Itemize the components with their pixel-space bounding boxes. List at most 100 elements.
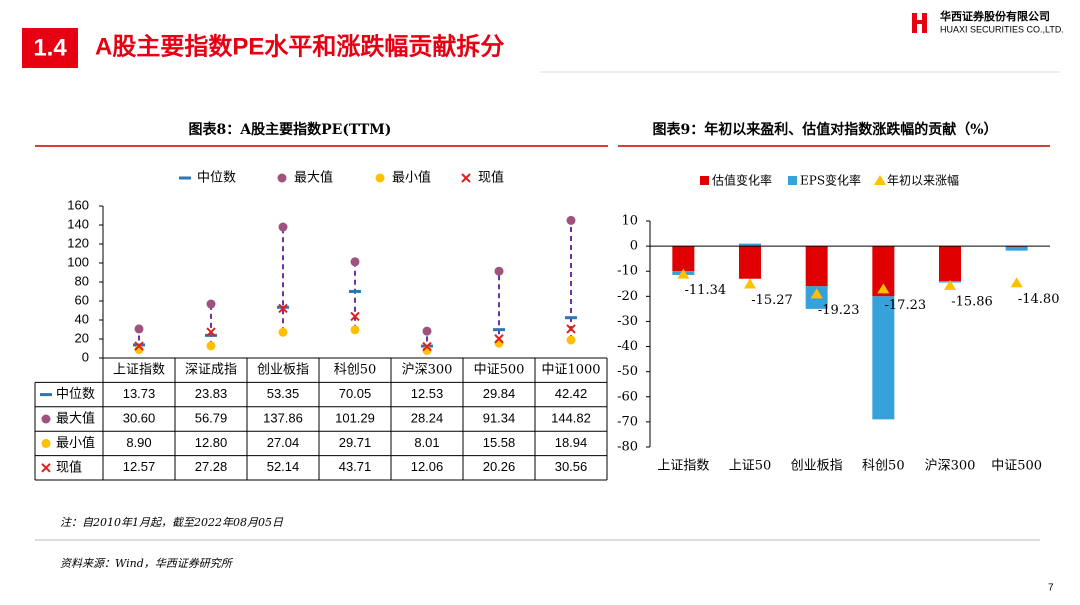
legend-label: 估值变化率	[712, 173, 772, 188]
point	[206, 341, 216, 351]
y-tick-label: -10	[617, 264, 638, 279]
x-tick-label: 上证50	[729, 459, 772, 474]
y-tick-label: 40	[75, 311, 89, 326]
y-tick-label: -60	[617, 389, 638, 404]
bar	[939, 246, 961, 282]
legend-swatch	[788, 176, 797, 185]
x-tick-label: 创业板指	[791, 459, 843, 474]
legend-label: 中位数	[197, 171, 236, 186]
table-cell: 8.01	[414, 435, 439, 450]
chart-title: 图表9：年初以来盈利、估值对指数涨跌幅的贡献（%）	[652, 121, 997, 138]
table-cell: 20.26	[483, 459, 516, 474]
table-legend-marker	[41, 414, 51, 424]
point	[134, 324, 144, 334]
y-tick-label: 60	[75, 292, 89, 307]
table-cell: 144.82	[551, 410, 591, 425]
table-row-label: 最大值	[56, 411, 95, 427]
category-label: 上证指数	[113, 363, 165, 378]
bar	[872, 246, 895, 297]
x-tick-label: 上证指数	[657, 459, 709, 474]
table-cell: 27.04	[267, 435, 300, 450]
y-tick-label: -50	[617, 364, 638, 379]
x-tick-label: 科创50	[862, 459, 905, 474]
legend-marker	[461, 173, 471, 183]
category-label: 中证1000	[541, 363, 600, 378]
point	[278, 303, 288, 314]
table-cell: 12.53	[411, 386, 444, 401]
marker	[1010, 277, 1023, 288]
data-label: -11.34	[685, 283, 727, 298]
legend-label: 年初以来涨幅	[887, 173, 959, 188]
y-tick-label: 0	[630, 239, 638, 254]
table-cell: 12.06	[411, 459, 444, 474]
table-cell: 30.60	[123, 410, 156, 425]
legend-marker	[375, 173, 385, 183]
bar	[872, 296, 895, 420]
marker	[944, 279, 956, 290]
table-cell: 12.57	[123, 459, 156, 474]
point	[278, 327, 288, 337]
data-label: -14.80	[1018, 292, 1060, 307]
point	[422, 341, 432, 352]
y-tick-label: 120	[67, 235, 89, 250]
y-tick-label: -20	[617, 289, 638, 304]
y-tick-label: 160	[67, 197, 89, 212]
point	[206, 327, 216, 337]
table-cell: 27.28	[195, 459, 228, 474]
category-label: 中证500	[474, 363, 525, 378]
legend-marker	[277, 173, 287, 183]
point	[350, 311, 360, 322]
marker	[810, 288, 823, 299]
table-cell: 137.86	[263, 410, 303, 425]
table-cell: 52.14	[267, 459, 300, 474]
point	[350, 257, 360, 267]
section-box	[22, 28, 78, 68]
company-name: 华西证券股份有限公司	[940, 9, 1050, 23]
category-label: 沪深300	[402, 362, 453, 378]
bar	[672, 246, 695, 272]
table-cell: 43.71	[339, 459, 372, 474]
data-label: -15.27	[751, 293, 793, 308]
table-cell: 15.58	[483, 435, 516, 450]
y-tick-label: -30	[617, 314, 638, 329]
page-number: 7	[1048, 583, 1054, 594]
table-legend-marker	[41, 463, 51, 473]
legend-swatch	[700, 176, 709, 185]
category-label: 创业板指	[257, 363, 309, 378]
marker	[677, 268, 690, 279]
table-cell: 70.05	[339, 386, 372, 401]
y-tick-label: 80	[75, 273, 89, 288]
data-label: -15.86	[951, 294, 993, 309]
legend-label: 最小值	[392, 170, 431, 186]
source: 资料来源：Wind，华西证券研究所	[60, 557, 234, 570]
table-cell: 18.94	[555, 435, 588, 450]
category-label: 深证成指	[185, 363, 237, 378]
point	[566, 335, 576, 345]
y-tick-label: -80	[617, 440, 638, 455]
table-cell: 23.83	[195, 386, 228, 401]
table-cell: 12.80	[195, 435, 228, 450]
table-cell: 28.24	[411, 410, 444, 425]
bar	[739, 243, 761, 247]
x-tick-label: 沪深300	[925, 458, 976, 474]
point	[134, 341, 144, 351]
y-tick-label: 0	[82, 349, 89, 364]
y-tick-label: 100	[67, 254, 89, 269]
y-tick-label: -40	[617, 339, 638, 354]
table-cell: 101.29	[335, 410, 375, 425]
table-cell: 29.84	[483, 386, 516, 401]
y-tick-label: 20	[75, 330, 89, 345]
table-row-label: 现值	[56, 459, 82, 475]
table-cell: 53.35	[267, 386, 300, 401]
bar	[805, 246, 828, 287]
bar	[1005, 246, 1028, 251]
table-cell: 13.73	[123, 386, 156, 401]
point	[350, 325, 360, 335]
category-label: 科创50	[334, 363, 377, 378]
section-number: 1.4	[33, 34, 67, 61]
x-tick-label: 中证500	[991, 459, 1042, 474]
point	[566, 324, 576, 334]
y-tick-label: 10	[621, 214, 638, 229]
point	[422, 326, 432, 336]
table-cell: 8.90	[126, 435, 151, 450]
